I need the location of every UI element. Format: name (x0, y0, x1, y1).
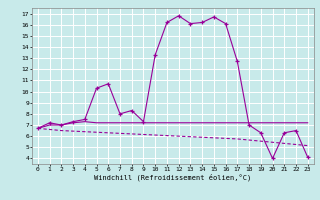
X-axis label: Windchill (Refroidissement éolien,°C): Windchill (Refroidissement éolien,°C) (94, 173, 252, 181)
